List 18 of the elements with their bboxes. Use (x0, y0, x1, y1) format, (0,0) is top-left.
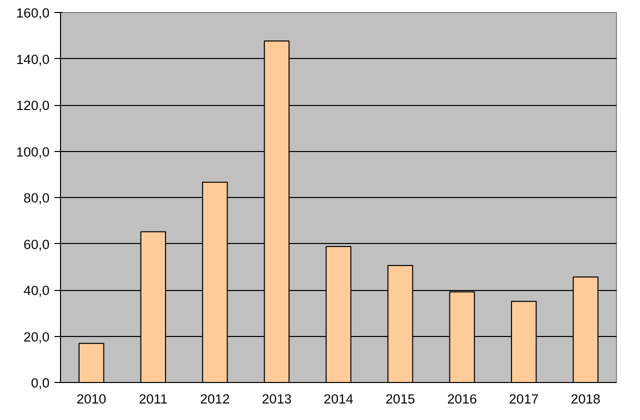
y-tick-label: 100,0 (16, 144, 50, 160)
x-tick-label: 2018 (570, 392, 600, 406)
x-tick-label: 2016 (447, 392, 477, 406)
y-tick-label: 160,0 (16, 6, 50, 20)
y-tick-label: 40,0 (24, 283, 50, 298)
y-tick-label: 0,0 (30, 376, 50, 390)
x-tick-label: 2010 (76, 392, 106, 406)
x-tick-label: 2013 (262, 392, 292, 406)
x-tick-label: 2012 (200, 392, 230, 406)
y-tick-label: 140,0 (16, 52, 50, 67)
y-tick-label: 80,0 (24, 190, 50, 206)
x-tick-label: 2015 (385, 392, 416, 406)
x-tick-label: 2011 (138, 392, 168, 406)
y-tick-label: 120,0 (16, 98, 50, 113)
y-tick-label: 20,0 (24, 329, 50, 344)
x-tick-label: 2017 (509, 392, 539, 406)
x-tick-label: 2014 (324, 392, 354, 406)
y-tick-label: 60,0 (24, 236, 50, 252)
